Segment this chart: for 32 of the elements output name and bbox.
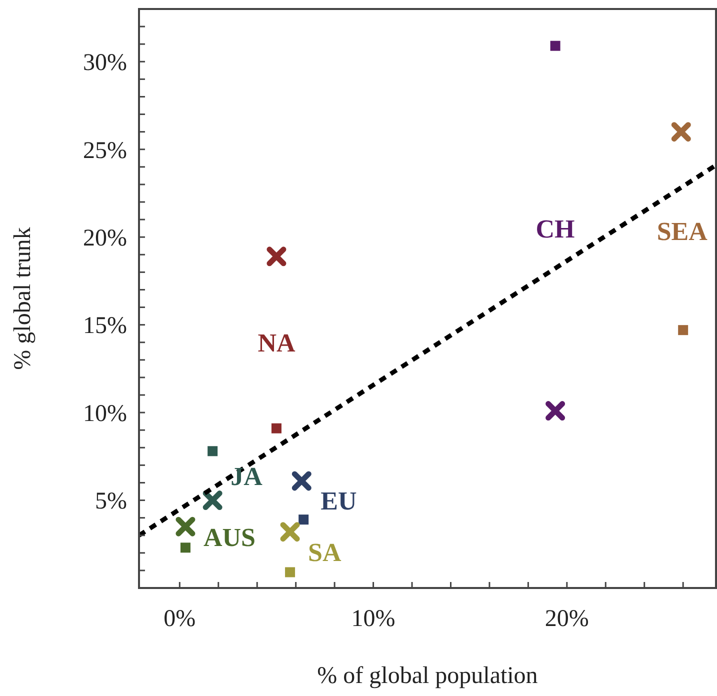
point [180,542,190,553]
y-tick-label: 25% [83,138,127,164]
point [298,514,309,525]
point [202,490,222,510]
point [292,471,312,491]
y-axis-title: % global trunk [10,227,36,370]
series-label: AUS [203,523,256,552]
point [280,522,300,542]
series-label: SA [308,538,342,568]
y-tick-label: 10% [83,400,127,427]
point [546,401,566,421]
point [678,325,688,336]
y-tick-label: 15% [83,313,127,340]
x-tick-label: 10% [351,606,396,632]
y-tick-label: 30% [83,50,127,76]
x-tick-label: 20% [544,606,589,632]
x-tick-label: 0% [164,606,196,632]
series-label: EU [320,486,357,516]
series-label: JA [230,462,263,491]
y-tick-label: 20% [83,225,127,252]
point [285,567,296,578]
point [550,40,560,51]
point [208,446,218,456]
x-axis-title: % of global population [317,663,538,689]
point [176,516,196,536]
point [271,423,282,434]
text: SEA [656,217,708,246]
point [671,122,691,142]
text: CH [536,214,575,244]
text: NA [258,328,296,358]
point [266,246,286,266]
y-tick-label: 5% [95,488,127,515]
